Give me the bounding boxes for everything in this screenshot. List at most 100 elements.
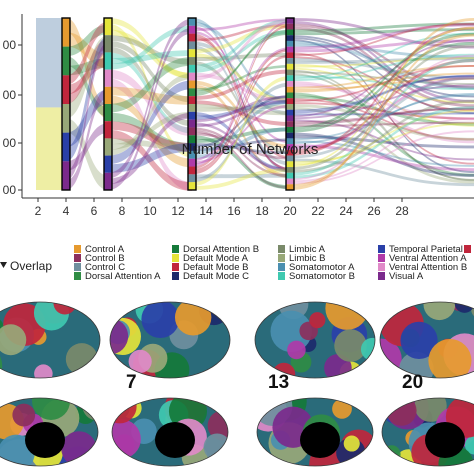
stage-segment [286, 46, 294, 53]
stage-bars [61, 17, 295, 191]
flow-ribbon [108, 138, 192, 151]
stage-segment [286, 58, 294, 64]
legend-swatch [74, 254, 81, 262]
stage-segment [188, 96, 196, 104]
stage-segment [188, 182, 196, 190]
stage-segment [286, 167, 294, 173]
x-tick-label: 22 [311, 204, 325, 218]
medial-wall [25, 422, 65, 458]
flow-ribbon [66, 88, 108, 190]
y-tick-label: 00 [3, 38, 17, 52]
stage-segment [286, 75, 294, 82]
stage-column-20 [285, 17, 295, 191]
stage-segment [104, 52, 112, 70]
flow-ribbon [108, 86, 192, 105]
stage-segment [104, 18, 112, 36]
stage-segment [286, 81, 294, 87]
flow-ribbon [290, 75, 474, 91]
y-tick-label: 00 [3, 183, 17, 197]
legend-entry: Limbic B [289, 253, 325, 264]
flow-ribbon [192, 23, 290, 42]
x-tick-label: 8 [119, 204, 126, 218]
x-tick-label: 10 [143, 204, 157, 218]
flow-ribbon [290, 77, 474, 91]
flow-ribbon [192, 18, 290, 173]
flow-ribbon [108, 52, 192, 134]
flow-ribbon [290, 84, 474, 120]
flow-ribbon [108, 69, 192, 137]
flow-ribbon [290, 107, 474, 124]
stage-segment [286, 23, 294, 30]
flow-ribbon [66, 18, 108, 119]
flow-ribbon [192, 32, 290, 94]
stage-segment [286, 98, 294, 104]
flow-ribbon [192, 47, 290, 162]
flow-ribbon [66, 36, 108, 162]
flow-ribbon [192, 24, 290, 54]
flow-ribbon [108, 112, 192, 185]
stage-segment [62, 18, 70, 47]
flow-ribbon [66, 118, 108, 190]
flow-ribbon [192, 18, 290, 32]
stage-segment [188, 25, 196, 34]
flow-ribbon [192, 21, 290, 167]
flow-ribbon [108, 129, 192, 191]
x-tick-label: 6 [91, 204, 98, 218]
legend-swatch [464, 245, 471, 253]
legend-swatch [74, 272, 81, 280]
stage-segment [286, 172, 294, 179]
flow-ribbon [290, 57, 474, 68]
flow-ribbon [290, 69, 474, 182]
flow-ribbon [192, 138, 290, 151]
flow-ribbon [108, 73, 192, 156]
flow-ribbon [192, 84, 290, 179]
flow-ribbon [290, 39, 474, 174]
flow-ribbon [290, 41, 474, 133]
flow-ribbon [192, 168, 290, 190]
flow-ribbon [192, 95, 290, 149]
stage-segment [188, 80, 196, 89]
brain-network-count: 13 [268, 372, 289, 393]
flow-ribbon [290, 122, 474, 164]
legend-swatch [172, 272, 179, 280]
x-tick-label: 16 [227, 204, 241, 218]
flow-layer [36, 18, 474, 191]
stage-segment [286, 126, 294, 133]
flow-ribbon [192, 82, 290, 183]
stage-segment [104, 104, 112, 122]
flow-ribbon [290, 130, 474, 185]
stage-segment [104, 138, 112, 156]
stage-segment [286, 69, 294, 76]
stage-segment [188, 88, 196, 97]
flow-ribbon [290, 53, 474, 82]
stage-segment [286, 40, 294, 47]
stage-segment [104, 172, 112, 190]
stage-segment [286, 92, 294, 99]
flow-ribbon [290, 59, 474, 153]
stage-segment [286, 149, 294, 156]
flow-ribbon [192, 19, 290, 81]
flow-ribbon [192, 52, 290, 61]
legend-swatch [378, 254, 385, 262]
flow-ribbon [290, 54, 474, 181]
flow-ribbon [192, 30, 290, 73]
flow-ribbon [192, 54, 290, 175]
flow-ribbon [66, 57, 108, 95]
flow-ribbon [108, 25, 192, 70]
stage-column-13 [187, 17, 197, 191]
flow-ribbon [290, 72, 474, 93]
flow-ribbon [290, 26, 474, 108]
flow-ribbon [290, 106, 474, 179]
legend-swatch [378, 263, 385, 271]
flow-ribbon [290, 73, 474, 181]
flow-ribbon [290, 135, 474, 149]
legend-entry: Control A [85, 244, 125, 255]
stage-segment [104, 35, 112, 53]
flow-ribbon [108, 18, 192, 79]
y-tick-label: 00 [3, 88, 17, 102]
stage-segment [286, 86, 294, 93]
flow-ribbon [290, 92, 474, 177]
legend-swatch [172, 263, 179, 271]
legend-entry: Temporal Parietal [389, 244, 463, 255]
flow-ribbon [66, 42, 108, 181]
